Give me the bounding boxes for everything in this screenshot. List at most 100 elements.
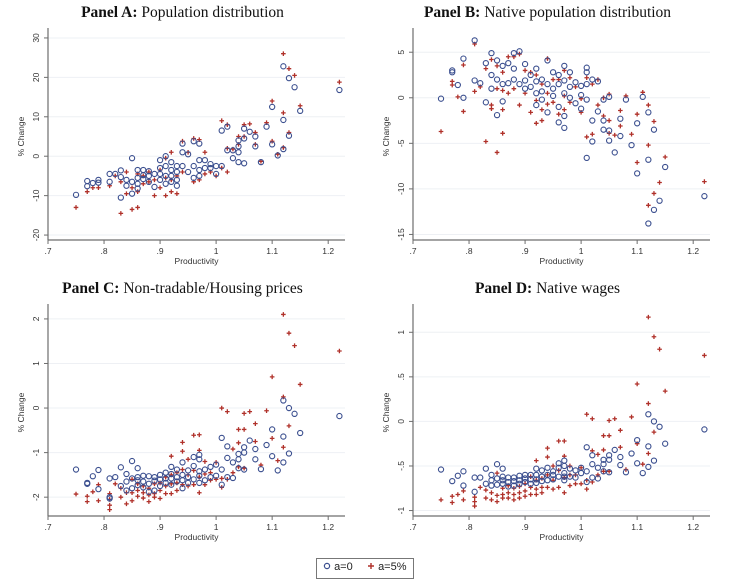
data-point-a0 — [297, 107, 304, 115]
data-point-a5 — [286, 330, 292, 336]
y-tick-label: -15 — [396, 228, 406, 241]
data-point-a0 — [224, 123, 231, 130]
panel-c-plot: -2 -1 0 1 2 .7 .8 .9 1 1.1 1.2 Productivity % Change — [16, 304, 345, 542]
data-point-a5 — [197, 432, 202, 438]
data-point-a5 — [702, 179, 707, 184]
data-point-a0 — [285, 75, 293, 82]
data-point-a5 — [500, 88, 505, 93]
data-point-a0 — [561, 112, 568, 120]
data-point-a0 — [538, 88, 546, 95]
data-point-a5 — [634, 381, 640, 387]
data-point-a5 — [517, 102, 522, 108]
data-point-a5 — [634, 441, 640, 446]
data-point-a0 — [252, 133, 259, 140]
data-point-a0 — [229, 459, 237, 466]
data-point-a0 — [460, 468, 467, 475]
data-point-a0 — [561, 462, 568, 470]
data-point-a0 — [207, 160, 214, 168]
data-point-a0 — [84, 177, 91, 185]
data-point-a0 — [645, 109, 652, 116]
data-point-a0 — [605, 469, 613, 476]
data-point-a0 — [201, 157, 209, 164]
data-point-a0 — [162, 479, 169, 487]
data-point-a5 — [297, 103, 303, 109]
data-point-a5 — [646, 451, 651, 456]
data-point-a5 — [455, 94, 461, 100]
data-point-a0 — [89, 179, 96, 187]
data-point-a0 — [533, 471, 540, 479]
data-point-a0 — [179, 162, 186, 170]
data-point-a5 — [286, 66, 292, 71]
x-tick-label: 1.2 — [322, 246, 334, 256]
data-point-a0 — [201, 477, 209, 484]
data-point-a5 — [539, 485, 545, 490]
data-point-a5 — [533, 72, 539, 78]
data-point-a0 — [151, 487, 158, 494]
data-point-a5 — [292, 73, 297, 78]
data-point-a0 — [605, 93, 613, 101]
x-tick-label: 1 — [579, 522, 584, 532]
data-point-a5 — [180, 448, 185, 454]
panel-a-title: Panel A: Population distribution — [0, 4, 365, 22]
data-point-a0 — [274, 152, 281, 159]
data-point-a0 — [645, 220, 652, 227]
data-point-a0 — [112, 473, 119, 481]
data-point-a5 — [483, 139, 489, 144]
data-point-a0 — [605, 137, 613, 144]
data-point-a0 — [123, 478, 130, 485]
data-point-a5 — [646, 142, 651, 148]
data-point-a0 — [583, 64, 590, 71]
data-point-a0 — [151, 170, 158, 178]
data-point-a0 — [179, 140, 186, 147]
data-point-a0 — [437, 95, 445, 102]
panel-c-title: Panel C: Non-tradable/Housing prices — [0, 280, 365, 298]
panel-d: Panel D: Native wages -1 -.5 0 .5 1 .7 .8 .9 1 1.… — [365, 276, 730, 548]
data-point-a0 — [516, 80, 523, 88]
data-point-a5 — [590, 416, 595, 422]
plus-marker-icon — [368, 563, 374, 569]
data-point-a5 — [618, 428, 623, 433]
data-point-a0 — [212, 472, 220, 479]
data-point-a5 — [533, 492, 539, 497]
data-point-a0 — [577, 105, 585, 112]
data-point-a5 — [168, 491, 174, 496]
data-point-a0 — [645, 411, 652, 418]
data-point-a0 — [533, 65, 540, 72]
data-point-a0 — [123, 182, 130, 189]
data-point-a5 — [438, 129, 444, 134]
panel-b-title-text: Native population distribution — [484, 4, 672, 21]
y-tick-label: -1 — [31, 449, 41, 457]
data-point-a5 — [140, 181, 146, 187]
data-point-a5 — [567, 75, 573, 81]
data-point-a0 — [134, 174, 141, 182]
data-point-a0 — [173, 168, 181, 176]
data-point-a5 — [505, 90, 511, 96]
data-point-a5 — [595, 472, 601, 478]
data-point-a5 — [511, 492, 517, 497]
data-point-a0 — [128, 457, 136, 465]
data-point-a5 — [584, 134, 590, 140]
data-point-a5 — [657, 346, 662, 352]
data-point-a5 — [472, 503, 477, 509]
data-point-a0 — [516, 477, 523, 484]
data-point-a5 — [112, 481, 118, 487]
data-point-a0 — [269, 453, 276, 460]
data-point-a0 — [493, 57, 501, 64]
x-tick-label: 1.2 — [322, 522, 334, 532]
data-point-a0 — [140, 166, 147, 174]
data-point-a0 — [521, 478, 529, 486]
data-point-a0 — [336, 412, 343, 420]
data-point-a0 — [628, 450, 635, 457]
data-point-a0 — [280, 145, 287, 153]
data-point-a5 — [213, 477, 219, 482]
data-point-a0 — [482, 60, 489, 67]
data-point-a0 — [134, 481, 141, 489]
data-point-a5 — [522, 493, 528, 499]
data-point-a0 — [280, 433, 287, 440]
data-point-a5 — [545, 101, 550, 107]
data-point-a5 — [556, 111, 561, 117]
data-point-a0 — [173, 182, 181, 189]
data-point-a0 — [179, 471, 186, 479]
data-point-a0 — [460, 482, 467, 489]
data-point-a0 — [218, 481, 225, 488]
